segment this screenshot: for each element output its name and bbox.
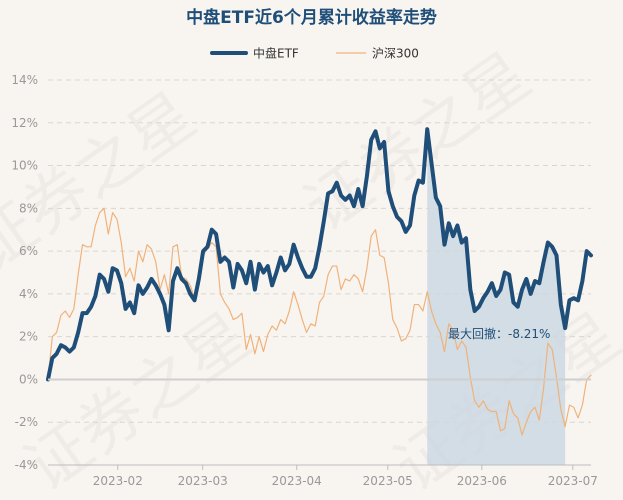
y-tick-label: 8% [19,201,38,215]
plot-area: -4% -2% 0% 2% 4% 6% 8% 10% 12% 14% 2023-02 2023-03… [11,73,598,488]
legend-label-series-1: 中盘ETF [253,46,299,61]
series-line-2 [47,207,592,436]
x-tick-label: 2023-02 [93,474,143,488]
watermark-text: 证券之星 [12,299,264,500]
watermark-text: 证券之星 [292,39,544,246]
y-tick-label: 14% [11,73,38,87]
x-tick-label: 2023-04 [272,474,322,488]
y-tick-label: -2% [15,415,38,429]
max-drawdown-label: 最大回撤：-8.21% [448,326,550,341]
legend-label-series-2: 沪深300 [372,47,419,61]
x-tick-label: 2023-03 [178,474,228,488]
y-tick-label: 10% [11,159,38,173]
y-tick-label: 12% [11,116,38,130]
x-tick-label: 2023-07 [548,474,598,488]
x-tick-label: 2023-05 [363,474,413,488]
chart-title: 中盘ETF近6个月累计收益率走势 [186,7,437,28]
legend: 中盘ETF 沪深300 [210,46,419,61]
series-line-1 [46,127,593,382]
y-tick-label: 6% [19,244,38,258]
y-tick-label: 4% [19,287,38,301]
x-tick-label: 2023-06 [457,474,507,488]
y-tick-label: 0% [19,372,38,386]
y-tick-label: -4% [15,458,38,472]
y-tick-label: 2% [19,330,38,344]
